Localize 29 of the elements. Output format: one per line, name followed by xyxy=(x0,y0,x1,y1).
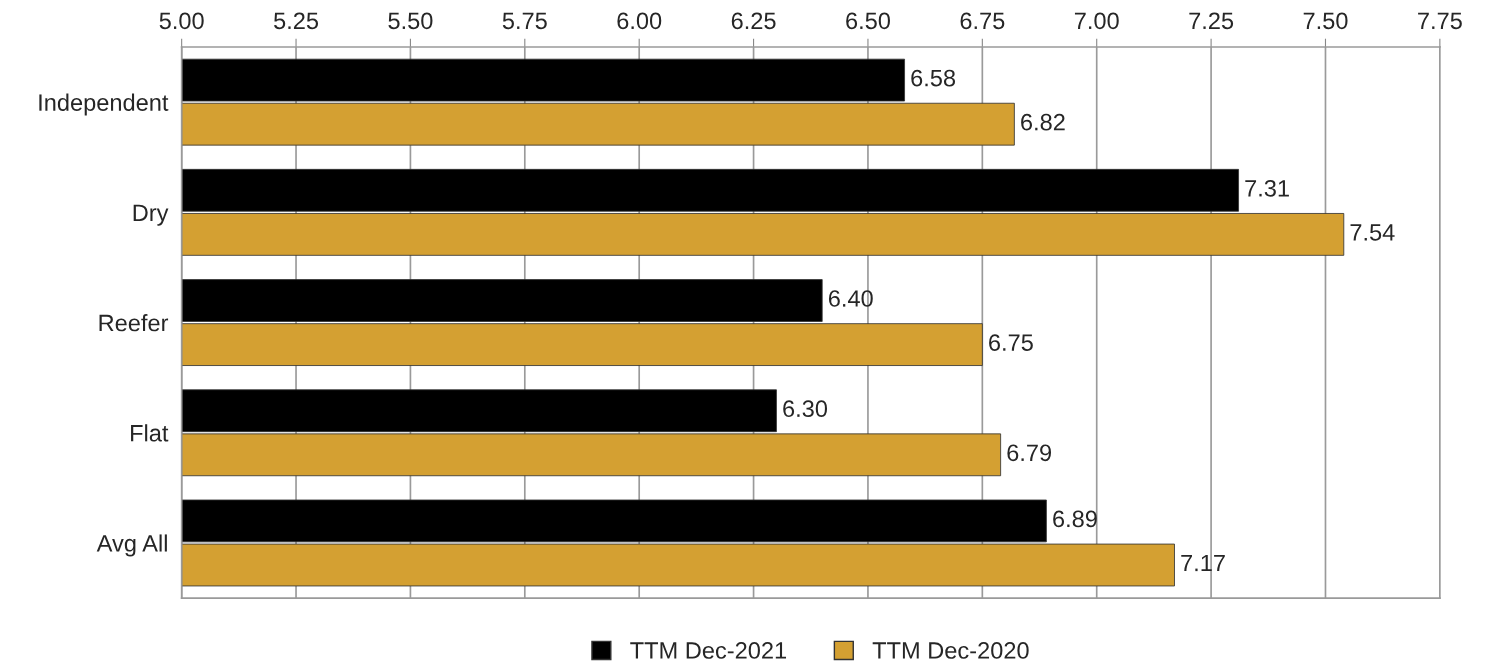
y-tick-label: Dry xyxy=(133,204,169,226)
data-label: 7.54 xyxy=(1350,224,1395,241)
y-tick-label: Reefer xyxy=(99,314,169,332)
data-label: 6.82 xyxy=(1021,113,1065,131)
x-tick-label: 6.25 xyxy=(731,12,776,30)
x-tick-label: 7.50 xyxy=(1303,12,1348,30)
y-tick-label: Flat xyxy=(131,424,169,442)
x-tick-label: 5.00 xyxy=(159,12,204,30)
data-label: 6.30 xyxy=(783,400,828,418)
data-label: 6.40 xyxy=(828,290,873,307)
data-label: 6.89 xyxy=(1053,510,1097,528)
x-tick-label: 7.25 xyxy=(1189,12,1234,30)
data-label: 6.58 xyxy=(911,69,956,87)
y-tick-label: Independent xyxy=(39,93,169,116)
y-tick-label: Avg All xyxy=(96,534,167,557)
legend-label: TTM Dec-2020 xyxy=(872,642,1029,659)
data-label: 7.31 xyxy=(1245,179,1289,197)
x-tick-label: 6.50 xyxy=(846,12,891,30)
data-label: 6.75 xyxy=(989,334,1033,351)
data-label: 6.79 xyxy=(1007,444,1052,462)
legend-label: TTM Dec-2021 xyxy=(630,642,787,659)
x-tick-label: 5.75 xyxy=(502,12,547,30)
x-tick-label: 5.25 xyxy=(274,12,319,30)
x-tick-label: 6.00 xyxy=(617,12,662,30)
x-tick-label: 7.75 xyxy=(1418,12,1462,30)
x-tick-label: 5.50 xyxy=(388,12,433,30)
x-tick-label: 7.00 xyxy=(1074,12,1119,30)
x-tick-label: 6.75 xyxy=(960,12,1005,30)
data-label: 7.17 xyxy=(1181,554,1225,572)
